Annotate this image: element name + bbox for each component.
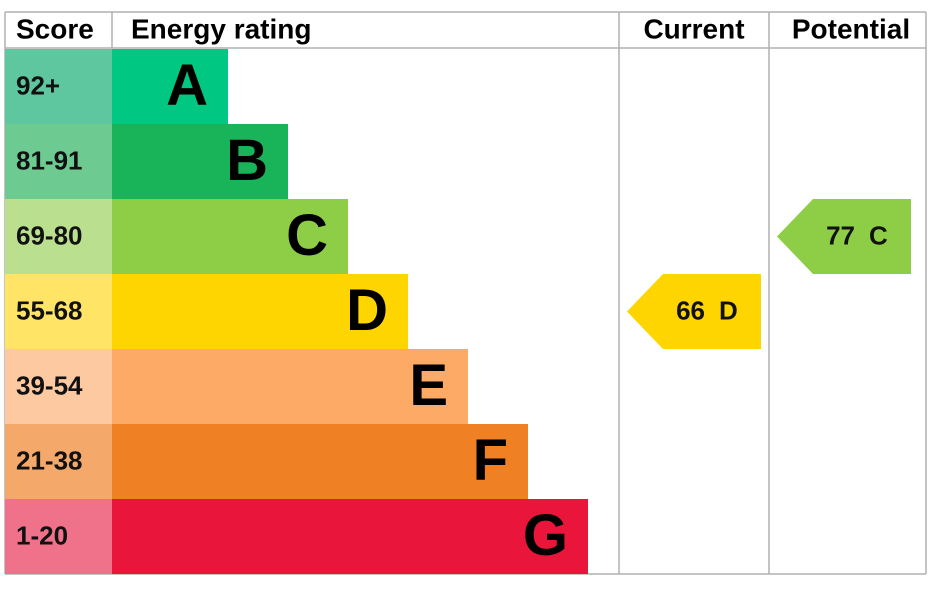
header-score: Score	[16, 13, 94, 44]
rating-bar	[112, 499, 588, 574]
score-cell	[5, 124, 112, 199]
current-arrow	[627, 274, 761, 349]
header-rating: Energy rating	[131, 13, 311, 44]
score-label: 69-80	[16, 220, 83, 250]
score-label: 81-91	[16, 145, 83, 175]
score-label: 1-20	[16, 520, 68, 550]
band-letter: D	[346, 278, 388, 343]
score-label: 92+	[16, 70, 60, 100]
potential-letter: C	[869, 220, 888, 250]
rating-bar	[112, 124, 288, 199]
band-letter: C	[286, 203, 328, 268]
band-letter: G	[523, 503, 568, 568]
potential-value: 77	[826, 220, 855, 250]
score-cell	[5, 199, 112, 274]
current-letter: D	[719, 295, 738, 325]
score-cell	[5, 274, 112, 349]
potential-arrow	[777, 199, 911, 274]
current-value: 66	[676, 295, 705, 325]
header-current: Current	[643, 13, 744, 44]
band-letter: F	[473, 428, 508, 493]
score-cell	[5, 499, 112, 574]
score-cell	[5, 349, 112, 424]
band-letter: E	[409, 353, 448, 418]
rating-bar	[112, 199, 348, 274]
score-cell	[5, 424, 112, 499]
band-letter: A	[166, 53, 208, 118]
score-label: 21-38	[16, 445, 83, 475]
score-cell	[5, 49, 112, 124]
rating-bar	[112, 424, 528, 499]
score-label: 39-54	[16, 370, 83, 400]
rating-bar	[112, 274, 408, 349]
band-letter: B	[226, 128, 268, 193]
score-label: 55-68	[16, 295, 83, 325]
rating-bar	[112, 49, 228, 124]
header-potential: Potential	[792, 13, 910, 44]
rating-bar	[112, 349, 468, 424]
